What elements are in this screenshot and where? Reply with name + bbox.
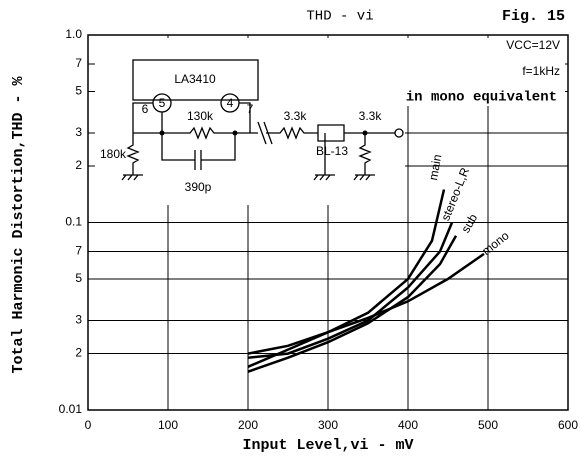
x-tick-label: 500 <box>478 418 498 432</box>
y-tick-label: 0.01 <box>59 402 83 416</box>
plot: 1.0 7 5 3 2 0.1 7 5 3 2 0.010 100 200 300 400 500 600 mai… <box>59 27 579 432</box>
component-label: BL-13 <box>316 144 348 158</box>
junction <box>232 130 238 136</box>
pin-label: 5 <box>159 96 166 110</box>
series-line <box>247 235 458 373</box>
component-label: 3.3k <box>284 109 308 123</box>
y-tick-label: 0.1 <box>65 215 82 229</box>
figure-label: Fig. 15 <box>502 8 565 25</box>
pin-label: 4 <box>227 96 234 110</box>
y-tick-label: 2 <box>75 346 82 360</box>
chart-title: THD - vi <box>306 9 373 25</box>
y-tick-label: 5 <box>75 84 82 98</box>
y-axis-label: Total Harmonic Distortion,THD - % <box>10 75 27 373</box>
component-label: 130k <box>187 109 214 123</box>
y-tick-label: 3 <box>75 313 82 327</box>
series-label: mono <box>479 228 512 258</box>
series-label: sub <box>458 211 480 235</box>
y-tick-label: 7 <box>75 244 82 258</box>
y-tick-label: 5 <box>75 271 82 285</box>
component-label: 3.3k <box>359 109 383 123</box>
x-tick-label: 0 <box>85 418 92 432</box>
x-tick-label: 200 <box>238 418 258 432</box>
y-tick-label: 3 <box>75 125 82 139</box>
plot-frame <box>87 34 569 411</box>
x-tick-label: 300 <box>318 418 338 432</box>
annotation: in mono equivalent <box>406 90 557 106</box>
wiring <box>121 102 395 181</box>
series-line <box>247 189 446 368</box>
junction <box>362 130 368 136</box>
inset-background <box>405 38 565 106</box>
x-tick-label: 100 <box>158 418 178 432</box>
output-terminal <box>394 128 404 138</box>
x-axis-label: Input Level,vi - mV <box>242 437 413 454</box>
series-line <box>247 252 485 355</box>
x-tick-label: 600 <box>558 418 578 432</box>
y-tick-label: 7 <box>75 56 82 70</box>
y-tick-label: 2 <box>75 158 82 172</box>
ic-box <box>132 59 259 101</box>
component-label: 390p <box>185 180 212 194</box>
x-tick-label: 400 <box>398 418 418 432</box>
circuit: LA3410 5 4 6 7 130k 180k 390p 3.3k BL-13… <box>100 59 404 194</box>
junction <box>159 130 165 136</box>
series-line <box>247 222 454 359</box>
annotation: f=1kHz <box>522 64 560 78</box>
ic-label: LA3410 <box>174 72 216 86</box>
annotation: VCC=12V <box>506 38 560 52</box>
component-label: 180k <box>100 147 127 161</box>
y-tick-label: 1.0 <box>65 27 82 41</box>
series-label: main <box>426 153 444 181</box>
pin-label: 6 <box>142 102 149 116</box>
